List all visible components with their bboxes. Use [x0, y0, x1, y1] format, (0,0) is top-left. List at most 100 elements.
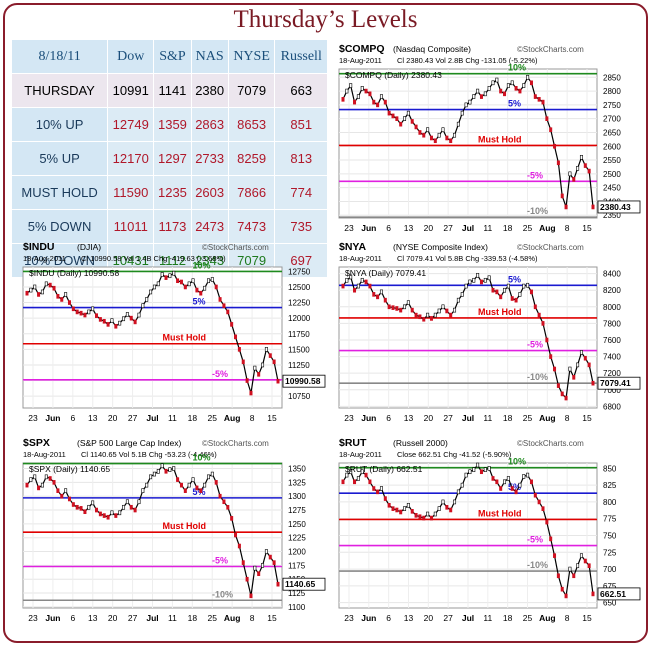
- y-tick-label: 675: [603, 582, 617, 591]
- chart-name: (Nasdaq Composite): [393, 44, 471, 54]
- price-candle: [406, 502, 410, 508]
- price-candle: [583, 163, 587, 168]
- price-candle: [376, 489, 380, 495]
- price-candle: [91, 500, 95, 506]
- price-candle: [230, 516, 234, 521]
- price-candle: [537, 97, 541, 102]
- price-candle: [172, 466, 176, 471]
- level-value: 11590: [107, 175, 155, 210]
- y-tick-label: 7800: [603, 319, 621, 328]
- price-candle: [568, 366, 572, 372]
- price-candle: [268, 353, 272, 358]
- x-tick-label: Jul: [462, 613, 474, 623]
- price-candle: [122, 316, 126, 322]
- table-row: 5% UP 12170 1297 2733 8259 813: [10, 141, 328, 176]
- price-candle: [176, 477, 180, 482]
- x-tick-label: Jun: [361, 613, 376, 623]
- price-candle: [564, 395, 568, 401]
- price-candle: [499, 486, 503, 491]
- y-tick-label: 1250: [288, 520, 306, 529]
- price-candle: [137, 499, 141, 505]
- price-candle: [264, 549, 268, 554]
- price-candle: [487, 86, 491, 91]
- price-candle: [433, 312, 437, 318]
- x-tick-label: 25: [208, 613, 218, 623]
- level-value: 7866: [227, 175, 276, 210]
- price-candle: [537, 312, 541, 318]
- price-candle: [514, 489, 518, 495]
- x-tick-label: 6: [386, 413, 391, 423]
- price-candle: [33, 474, 37, 480]
- price-candle: [587, 362, 591, 368]
- chart-nya-svg: $NYA (NYSE Composite Index) ©StockCharts.c…: [338, 241, 641, 423]
- level-label: 5%: [508, 99, 521, 109]
- price-candle: [25, 482, 29, 488]
- price-candle: [33, 284, 37, 290]
- row-label: 5% UP: [10, 141, 109, 176]
- x-tick-label: 13: [88, 613, 98, 623]
- price-candle: [414, 124, 418, 130]
- price-candle: [44, 281, 48, 287]
- table-row: 10% UP 12749 1359 2863 8653 851: [10, 107, 328, 142]
- series-legend: $NYA (Daily) 7079.41: [345, 268, 426, 278]
- price-candle: [526, 472, 530, 478]
- price-candle: [56, 294, 60, 299]
- price-candle: [495, 479, 499, 485]
- last-price-label: 10990.58: [285, 376, 321, 386]
- y-tick-label: 7400: [603, 353, 621, 362]
- price-candle: [418, 514, 422, 520]
- x-tick-label: 8: [565, 223, 570, 233]
- level-value: 697: [274, 243, 328, 278]
- price-candle: [529, 479, 533, 485]
- price-candle: [214, 284, 218, 290]
- price-candle: [129, 315, 133, 321]
- level-label: -5%: [212, 555, 228, 565]
- level-label: Must Hold: [478, 307, 522, 317]
- chart-date: 18-Aug-2011: [23, 450, 66, 459]
- price-candle: [514, 297, 518, 303]
- x-tick-label: 15: [582, 413, 592, 423]
- price-candle: [64, 488, 68, 493]
- price-candle: [437, 132, 441, 138]
- price-candle: [487, 275, 491, 281]
- x-tick-label: 13: [404, 223, 414, 233]
- y-tick-label: 12500: [288, 283, 311, 292]
- price-candle: [545, 519, 549, 525]
- price-candle: [75, 504, 79, 510]
- y-tick-label: 2850: [603, 73, 621, 82]
- price-candle: [372, 292, 376, 297]
- x-tick-label: 23: [344, 413, 354, 423]
- price-candle: [426, 312, 430, 318]
- table-row: MUST HOLD 11590 1235 2603 7866 774: [10, 175, 328, 210]
- row-label: 5% DOWN: [10, 209, 109, 244]
- level-value: 8653: [227, 107, 276, 142]
- y-tick-label: 6800: [603, 402, 621, 411]
- price-candle: [218, 297, 222, 302]
- price-candle: [537, 499, 541, 505]
- level-label: -10%: [527, 206, 548, 216]
- level-label: Must Hold: [478, 508, 522, 518]
- price-candle: [261, 563, 265, 568]
- price-candle: [149, 474, 153, 480]
- x-tick-label: 18: [503, 613, 513, 623]
- chart-symbol: $SPX: [23, 437, 50, 449]
- price-candle: [522, 283, 526, 289]
- price-candle: [549, 536, 553, 542]
- y-tick-label: 2550: [603, 156, 621, 165]
- y-tick-label: 1300: [288, 492, 306, 501]
- chart-rut: $RUT (Russell 2000) ©StockCharts.com 18-Aug…: [337, 436, 641, 630]
- price-candle: [445, 135, 449, 141]
- x-tick-label: 18: [188, 613, 198, 623]
- price-candle: [48, 282, 52, 288]
- x-tick-label: 25: [523, 223, 533, 233]
- price-candle: [403, 116, 407, 121]
- y-tick-label: 11250: [288, 361, 310, 370]
- chart-stats: Close 662.51 Chg -41.52 (-5.90%): [397, 450, 512, 459]
- y-tick-label: 8200: [603, 286, 621, 295]
- chart-nya: $NYA (NYSE Composite Index) ©StockCharts.c…: [337, 240, 641, 430]
- y-tick-label: 12750: [288, 267, 311, 276]
- price-candle: [40, 289, 44, 295]
- price-candle: [203, 482, 207, 488]
- price-candle: [476, 88, 480, 94]
- price-candle: [206, 278, 210, 284]
